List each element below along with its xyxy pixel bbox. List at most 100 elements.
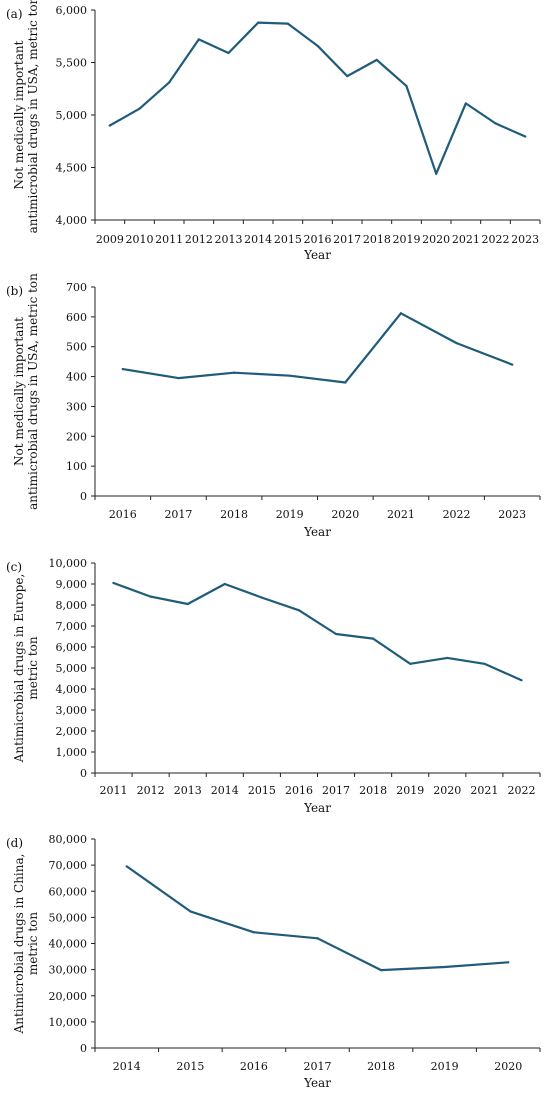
x-tick-label: 2016 xyxy=(109,508,137,521)
data-point xyxy=(257,21,260,24)
x-tick-label: 2019 xyxy=(393,233,421,246)
x-tick-label: 2020 xyxy=(331,508,359,521)
data-point xyxy=(288,374,291,377)
y-tick-label: 500 xyxy=(66,341,87,354)
y-tick-label: 100 xyxy=(66,460,87,473)
y-axis-title: Not medically importantantimicrobial dru… xyxy=(12,0,40,233)
x-tick-label: 2017 xyxy=(333,233,361,246)
data-point xyxy=(149,595,152,598)
series-line xyxy=(125,865,510,972)
x-tick-label: 2020 xyxy=(422,233,450,246)
panel-label: (d) xyxy=(6,836,23,850)
panel-label: (c) xyxy=(6,560,22,574)
y-tick-label: 6,000 xyxy=(56,641,88,654)
data-point xyxy=(334,632,338,636)
data-point xyxy=(186,602,189,606)
chart-panel-2: (b) 0 100 200 300 400 500 600 700 2016 2017 2018 201… xyxy=(6,273,541,539)
y-tick-label: 4,000 xyxy=(56,214,88,227)
x-tick-label: 2015 xyxy=(248,784,276,797)
data-point xyxy=(232,371,236,374)
x-tick-label: 2018 xyxy=(367,1060,395,1073)
x-tick-label: 2020 xyxy=(494,1060,522,1073)
data-point xyxy=(189,910,192,913)
x-tick-label: 2018 xyxy=(220,508,248,521)
series-line xyxy=(112,581,523,682)
y-tick-label: 6,000 xyxy=(56,4,88,17)
x-tick-label: 2013 xyxy=(215,233,243,246)
y-tick-label: 60,000 xyxy=(49,885,88,898)
data-point xyxy=(108,124,111,127)
data-point xyxy=(177,376,180,380)
x-tick-label: 2009 xyxy=(96,233,124,246)
y-tick-label: 20,000 xyxy=(49,990,88,1003)
x-tick-label: 2017 xyxy=(164,508,192,521)
data-point xyxy=(443,965,446,969)
series-line xyxy=(121,312,514,384)
x-tick-label: 2013 xyxy=(174,784,202,797)
data-point xyxy=(375,58,378,61)
data-point xyxy=(252,931,256,934)
data-point xyxy=(112,581,115,585)
data-point xyxy=(379,969,383,972)
data-point xyxy=(435,172,438,175)
y-tick-label: 400 xyxy=(66,371,87,384)
y-tick-label: 600 xyxy=(66,311,87,324)
y-tick-label: 3,000 xyxy=(56,704,88,717)
x-tick-label: 2023 xyxy=(498,508,526,521)
y-tick-label: 2,000 xyxy=(56,725,88,738)
y-axis-title: Antimicrobial drugs in Europe,metric ton xyxy=(12,574,40,764)
x-tick-label: 2017 xyxy=(322,784,350,797)
y-tick-label: 1,000 xyxy=(56,746,88,759)
y-tick-label: 4,500 xyxy=(56,162,88,175)
data-point xyxy=(494,122,497,125)
x-tick-label: 2015 xyxy=(274,233,302,246)
y-tick-label: 50,000 xyxy=(49,911,88,924)
y-tick-label: 70,000 xyxy=(49,859,88,872)
data-point xyxy=(121,368,124,371)
x-tick-label: 2012 xyxy=(137,784,165,797)
x-tick-label: 2022 xyxy=(507,784,535,797)
x-tick-label: 2016 xyxy=(285,784,313,797)
x-tick-label: 2014 xyxy=(244,233,272,246)
x-tick-label: 2017 xyxy=(304,1060,332,1073)
y-tick-label: 80,000 xyxy=(49,833,88,846)
y-tick-label: 10,000 xyxy=(49,557,88,570)
x-tick-label: 2021 xyxy=(470,784,498,797)
x-axis-title: Year xyxy=(303,801,331,815)
data-point xyxy=(297,609,301,612)
data-point xyxy=(409,662,412,665)
x-tick-label: 2021 xyxy=(387,508,415,521)
data-point xyxy=(168,81,171,84)
x-tick-label: 2012 xyxy=(185,233,213,246)
x-tick-label: 2011 xyxy=(155,233,183,246)
data-point xyxy=(138,107,141,110)
y-tick-label: 200 xyxy=(66,430,87,443)
data-point xyxy=(464,102,467,105)
y-tick-label: 7,000 xyxy=(56,620,88,633)
x-tick-label: 2018 xyxy=(359,784,387,797)
y-tick-label: 30,000 xyxy=(49,964,88,977)
y-tick-label: 300 xyxy=(66,400,87,413)
x-tick-label: 2016 xyxy=(304,233,332,246)
data-point xyxy=(227,51,230,55)
x-tick-label: 2018 xyxy=(363,233,391,246)
y-tick-label: 8,000 xyxy=(56,599,88,612)
chart-panel-4: (d) 0 10,000 20,000 30,000 40,000 50,000 60,000… xyxy=(6,833,541,1090)
x-tick-label: 2019 xyxy=(276,508,304,521)
data-point xyxy=(344,381,347,384)
x-tick-label: 2022 xyxy=(443,508,471,521)
y-tick-label: 5,500 xyxy=(56,57,88,70)
x-tick-label: 2016 xyxy=(240,1060,268,1073)
data-point xyxy=(316,44,319,47)
data-point xyxy=(286,22,289,25)
data-point xyxy=(507,961,510,964)
y-tick-label: 10,000 xyxy=(49,1016,88,1029)
panel-label: (b) xyxy=(6,284,23,298)
x-axis-title: Year xyxy=(303,525,331,539)
data-point xyxy=(483,662,486,665)
x-tick-label: 2021 xyxy=(452,233,480,246)
panel-label: (a) xyxy=(6,7,23,21)
data-point xyxy=(524,135,527,138)
y-tick-label: 0 xyxy=(80,490,87,503)
chart-panel-3: (c) 0 1,000 2,000 3,000 4,000 5,000 6,000 7,000 8… xyxy=(6,557,541,815)
